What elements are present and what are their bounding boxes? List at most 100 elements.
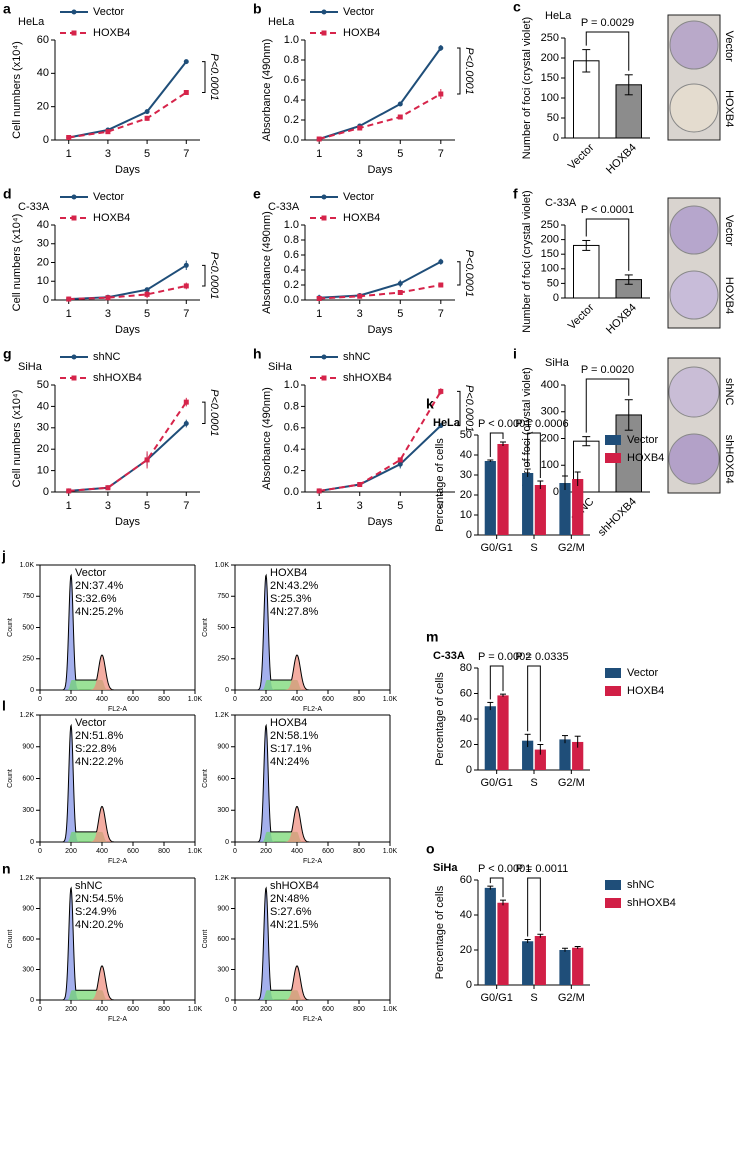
y-axis-label: Count (7, 618, 14, 637)
histogram-outline (253, 573, 316, 691)
marker (105, 295, 111, 301)
subtitle: SiHa (433, 862, 458, 874)
annotation: 2N:37.4% (75, 580, 124, 592)
annotation: P = 0.0002 (478, 651, 531, 663)
legend-marker (321, 215, 327, 221)
marker (438, 45, 444, 51)
x-tick-label: 0 (38, 696, 42, 703)
y-axis-label: Percentage of cells (434, 672, 446, 766)
bracket (489, 432, 504, 457)
y-axis-label: Count (202, 618, 209, 637)
x-axis-label: FL2-A (108, 1016, 127, 1023)
x-tick-label: 5 (397, 500, 403, 512)
bracket (457, 47, 461, 95)
legend-label: Vector (93, 191, 125, 203)
legend-marker (321, 375, 327, 381)
x-tick-label: 400 (291, 1006, 303, 1013)
legend-label: shNC (343, 351, 371, 363)
y-axis-label: Count (7, 930, 14, 949)
x-tick-label: 1 (66, 308, 72, 320)
g2-peak (284, 965, 310, 1000)
bracket (585, 378, 630, 433)
y-tick-label: 100 (541, 459, 559, 471)
marker (397, 457, 403, 463)
legend-swatch (605, 880, 621, 890)
x-tick-label: 5 (144, 148, 150, 160)
x-axis-label: Days (115, 164, 141, 176)
y-tick-label: 0.2 (284, 279, 299, 291)
x-tick-label: 800 (353, 696, 365, 703)
bar (559, 739, 571, 770)
y-tick-label: 10 (37, 465, 49, 477)
marker (183, 283, 189, 289)
bar (534, 485, 546, 535)
marker (144, 457, 150, 463)
x-tick-label: 200 (65, 1006, 77, 1013)
x-tick-label: 200 (260, 1006, 272, 1013)
y-tick-label: 250 (541, 219, 559, 231)
x-tick-label: 200 (65, 696, 77, 703)
x-tick-label: 1.0K (188, 696, 203, 703)
y-tick-label: 60 (460, 687, 472, 699)
legend-label: Vector (343, 6, 375, 18)
x-tick-label: 7 (438, 308, 444, 320)
histogram-outline (253, 886, 316, 1001)
annotation: Vector (75, 567, 107, 579)
x-axis-label: Days (115, 516, 141, 528)
x-tick-label: 800 (158, 696, 170, 703)
y-tick-label: 0.8 (284, 400, 299, 412)
y-tick-label: 40 (37, 67, 49, 79)
histogram-outline (253, 723, 316, 843)
marker (105, 485, 111, 491)
annotation: P = 0.0029 (581, 17, 634, 29)
bar (534, 936, 546, 985)
y-tick-label: 0 (553, 486, 559, 498)
y-tick-label: 0.4 (284, 264, 299, 276)
annotation: HOXB4 (270, 567, 307, 579)
y-tick-label: 0.6 (284, 422, 299, 434)
y-tick-label: 1.2K (20, 875, 35, 882)
image-label: HOXB4 (723, 277, 735, 314)
annotation: P<0.0001 (208, 389, 220, 436)
marker (66, 488, 72, 494)
marker (397, 114, 403, 120)
panel-label: c (513, 0, 521, 15)
subtitle: SiHa (18, 361, 43, 373)
y-tick-label: 300 (217, 966, 229, 973)
histogram-outline (58, 573, 121, 691)
bracket (202, 61, 206, 93)
y-tick-label: 250 (541, 32, 559, 44)
image-label: Vector (723, 215, 735, 247)
subtitle: C-33A (433, 650, 465, 662)
x-tick-label: 0 (38, 848, 42, 855)
panel-label: g (3, 346, 12, 362)
y-tick-label: 150 (541, 72, 559, 84)
x-tick-label: G0/G1 (480, 992, 512, 1004)
bar (559, 950, 571, 985)
bracket (202, 264, 206, 287)
x-axis-label: FL2-A (303, 858, 322, 865)
x-tick-label: 400 (96, 848, 108, 855)
legend-label: HOXB4 (93, 212, 130, 224)
annotation: P<0.0001 (208, 53, 220, 100)
bar (572, 947, 584, 985)
y-tick-label: 1.2K (215, 712, 230, 719)
annotation: 4N:20.2% (75, 919, 124, 931)
y-axis-label: Cell numbers (x10⁴) (11, 390, 23, 488)
g2-peak (89, 965, 115, 1000)
x-tick-label: 1 (66, 500, 72, 512)
x-tick-label: 200 (260, 696, 272, 703)
y-tick-label: 0.6 (284, 74, 299, 86)
y-tick-label: 500 (22, 624, 34, 631)
y-tick-label: 1.0K (20, 562, 35, 569)
marker (397, 290, 403, 295)
marker (144, 115, 150, 121)
y-tick-label: 0.4 (284, 94, 299, 106)
plate-photos (667, 14, 721, 494)
y-axis-label: Cell numbers (x10⁴) (11, 214, 23, 312)
legend-marker (71, 375, 77, 381)
x-axis-label: Days (367, 516, 393, 528)
y-tick-label: 0 (466, 529, 472, 541)
legend-label: Vector (627, 667, 659, 679)
